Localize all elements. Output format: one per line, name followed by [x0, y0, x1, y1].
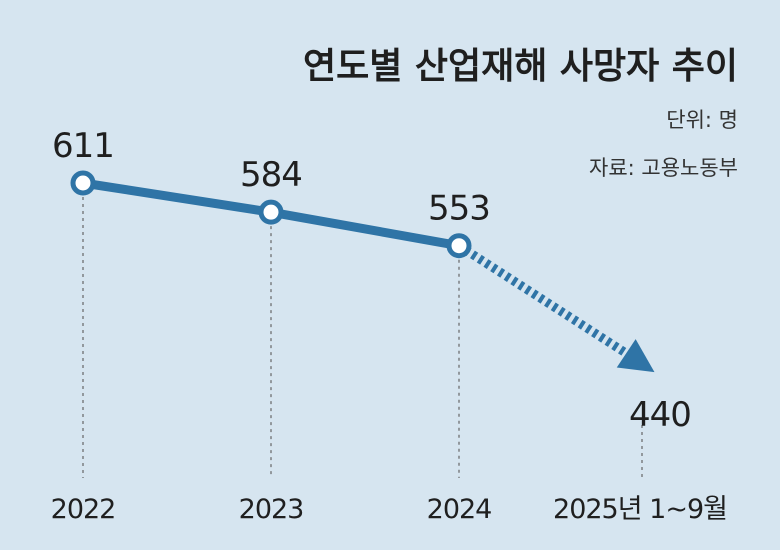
data-points — [70, 170, 472, 259]
x-label-2024: 2024 — [427, 494, 492, 525]
value-labels: 611 584 553 440 — [52, 126, 692, 435]
line-segment-projected — [456, 241, 629, 358]
unit-note: 단위: 명 — [666, 108, 738, 132]
x-axis-labels: 2022 2023 2024 2025년 1~9월 — [51, 494, 728, 525]
x-label-2023: 2023 — [239, 494, 304, 525]
x-label-2022: 2022 — [51, 494, 116, 525]
arrowhead — [616, 339, 655, 373]
value-label-2023: 584 — [240, 155, 302, 195]
source-note: 자료: 고용노동부 — [589, 156, 738, 180]
value-label-2025: 440 — [629, 395, 691, 435]
value-label-2024: 553 — [428, 189, 490, 229]
chart-title: 연도별 산업재해 사망자 추이 — [303, 46, 738, 87]
data-point-2023 — [258, 199, 284, 225]
line-segment-2023-2024 — [270, 207, 460, 251]
series-line — [82, 178, 655, 373]
x-label-2025: 2025년 1~9월 — [553, 494, 727, 525]
data-point-2024 — [446, 233, 472, 259]
value-label-2022: 611 — [52, 126, 114, 166]
guide-lines — [82, 197, 643, 478]
data-point-2022 — [70, 170, 96, 196]
line-segment-2022-2023 — [82, 178, 272, 217]
